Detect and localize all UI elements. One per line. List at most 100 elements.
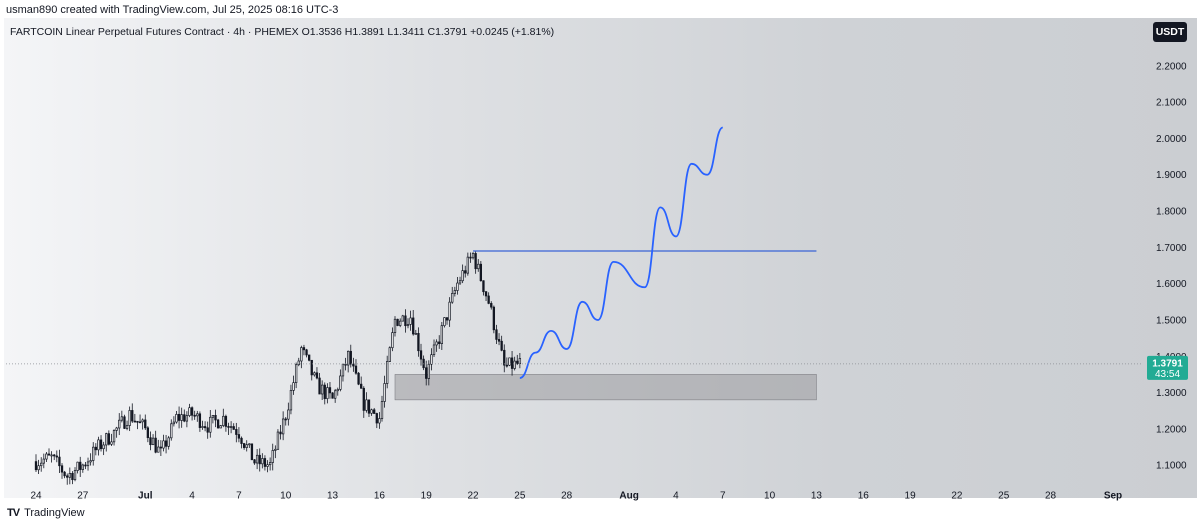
candle-down	[373, 409, 376, 414]
candle-up	[391, 332, 394, 349]
y-tick-label: 1.2000	[1156, 424, 1187, 435]
candle-up	[370, 409, 373, 414]
candle-down	[198, 413, 202, 428]
candle-down	[445, 317, 449, 321]
candle-up	[89, 460, 92, 463]
candle-down	[193, 414, 196, 417]
candle-up	[97, 439, 100, 451]
candle-up	[287, 409, 290, 420]
candle-up	[128, 410, 131, 426]
candle-up	[102, 444, 105, 450]
candle-up	[448, 301, 451, 321]
candle-up	[388, 347, 391, 362]
candle-down	[503, 349, 506, 366]
y-tick-label: 2.0000	[1156, 134, 1187, 145]
x-tick-label: 28	[561, 491, 573, 502]
candle-down	[107, 433, 110, 445]
candle-down	[505, 364, 509, 367]
x-tick-label: Sep	[1104, 491, 1122, 502]
candle-up	[201, 426, 204, 428]
candle-down	[318, 377, 321, 395]
x-tick-label: 19	[421, 491, 433, 502]
candle-up	[281, 418, 285, 435]
candle-down	[240, 437, 243, 444]
x-tick-label: 4	[673, 491, 679, 502]
x-tick-label: 13	[327, 491, 339, 502]
candle-down	[425, 367, 428, 379]
y-tick-label: 1.5000	[1156, 315, 1187, 326]
candle-down	[484, 291, 488, 297]
x-tick-label: 28	[1045, 491, 1057, 502]
x-tick-label: 7	[720, 491, 726, 502]
x-axis[interactable]: 24 27 Jul 4 7 10 13 16 19 22 25 28 Aug 4 7 10 13 16 19 22 25…	[30, 491, 1122, 502]
x-tick-label: 25	[514, 491, 526, 502]
candle-up	[294, 364, 298, 383]
candle-down	[375, 413, 378, 424]
candle-down	[71, 473, 74, 481]
y-tick-label: 1.1000	[1156, 461, 1187, 472]
projection-path	[519, 126, 724, 379]
candle-down	[55, 455, 58, 458]
candle-up	[222, 415, 225, 426]
candle-down	[419, 350, 423, 360]
candle-down	[307, 354, 311, 361]
candle-down	[216, 419, 220, 429]
y-tick-label: 2.1000	[1156, 98, 1187, 109]
candle-up	[440, 325, 443, 344]
candle-up	[300, 347, 303, 362]
candle-up	[188, 407, 191, 416]
candle-up	[245, 444, 248, 448]
candle-down	[34, 461, 38, 471]
candle-down	[53, 454, 56, 457]
brand-name: TradingView	[24, 507, 85, 519]
candle-up	[68, 473, 71, 478]
x-tick-label: 19	[905, 491, 917, 502]
candle-up	[266, 464, 269, 467]
candle-up	[435, 341, 438, 346]
candle-down	[123, 416, 126, 429]
candle-up	[86, 461, 90, 467]
candle-up	[401, 315, 404, 322]
x-tick-label: Aug	[619, 491, 638, 502]
candle-down	[190, 407, 194, 416]
candle-up	[406, 324, 410, 327]
candle-down	[138, 421, 142, 424]
candle-up	[162, 440, 165, 449]
x-tick-label: 10	[764, 491, 776, 502]
candle-up	[37, 465, 40, 471]
candle-up	[157, 446, 160, 453]
chart-pane[interactable]	[4, 18, 1197, 498]
y-axis[interactable]: 1.10001.20001.30001.40001.50001.60001.70…	[1156, 61, 1187, 471]
tradingview-logo[interactable]: TV TradingView	[7, 507, 85, 519]
candle-up	[276, 431, 280, 450]
candle-down	[305, 349, 308, 356]
candle-down	[331, 392, 334, 399]
drawings-layer	[473, 126, 817, 379]
x-tick-label: 13	[811, 491, 823, 502]
x-tick-label: Jul	[138, 491, 153, 502]
candle-down	[495, 329, 498, 340]
candle-down	[417, 333, 420, 352]
candle-up	[105, 433, 108, 446]
candle-down	[396, 318, 399, 326]
candle-up	[172, 421, 176, 425]
candle-up	[321, 384, 324, 395]
candle-down	[362, 387, 365, 411]
candle-up	[42, 458, 45, 464]
candle-down	[352, 363, 355, 367]
candle-up	[120, 416, 124, 421]
candle-down	[354, 365, 358, 374]
candle-down	[344, 363, 347, 366]
candle-down	[482, 280, 485, 293]
candle-down	[203, 426, 207, 429]
currency-badge[interactable]: USDT	[1153, 22, 1187, 42]
candle-up	[380, 401, 384, 419]
candle-down	[66, 475, 69, 478]
x-tick-label: 16	[858, 491, 870, 502]
candle-up	[386, 361, 389, 384]
candle-down	[487, 295, 490, 304]
x-tick-label: 22	[951, 491, 963, 502]
candle-down	[404, 315, 407, 327]
